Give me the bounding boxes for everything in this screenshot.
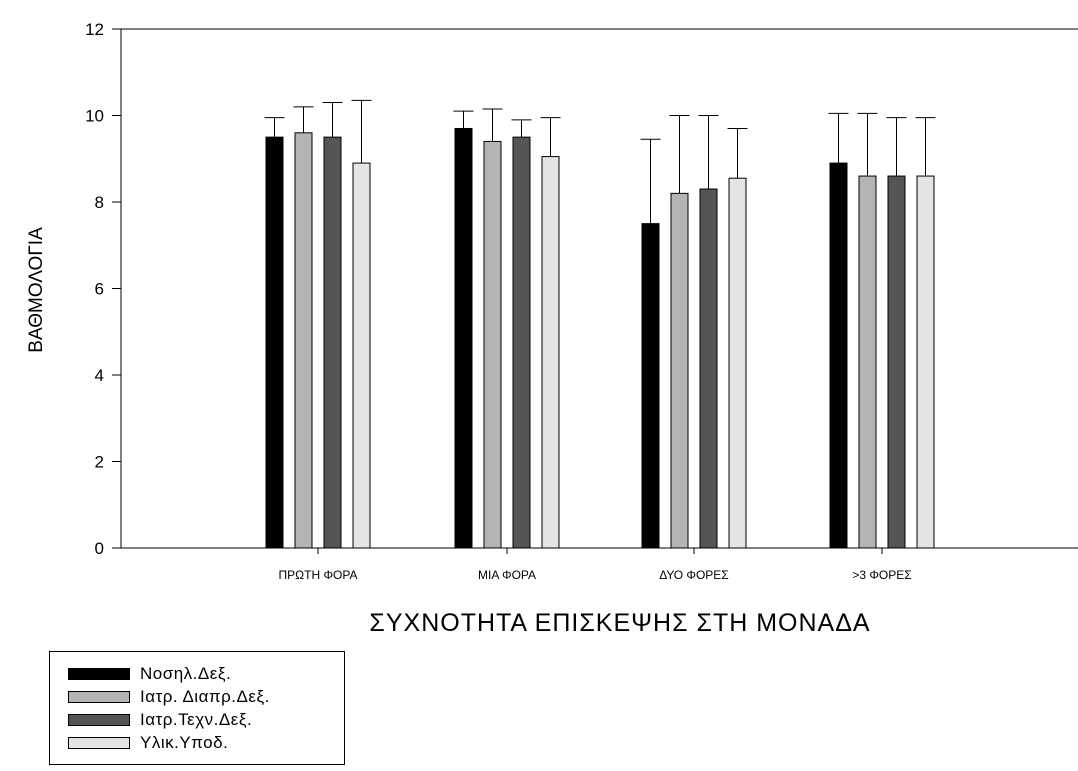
x-axis-label: ΣΥΧΝΟΤΗΤΑ ΕΠΙΣΚΕΨΗΣ ΣΤΗ ΜΟΝΑΔΑ <box>369 609 870 637</box>
x-tick-label: ΜΙΑ ΦΟΡΑ <box>478 568 536 582</box>
bar <box>512 136 531 549</box>
y-tick-label: 8 <box>95 193 104 212</box>
bar <box>887 175 906 549</box>
legend-swatch <box>68 714 130 726</box>
y-tick-label: 4 <box>95 366 104 385</box>
y-tick-label: 6 <box>95 280 104 299</box>
legend-swatch <box>68 691 130 703</box>
x-tick-label: ΔΥΟ ΦΟΡΕΣ <box>659 568 728 582</box>
bar <box>483 140 502 549</box>
legend-label: Ιατρ. Διαπρ.Δεξ. <box>140 687 270 706</box>
bar <box>641 223 660 549</box>
bar <box>699 188 718 549</box>
y-tick-label: 10 <box>85 107 104 126</box>
legend-label: Νοσηλ.Δεξ. <box>140 664 232 683</box>
legend-item: Νοσηλ.Δεξ. <box>68 664 231 684</box>
y-tick-label: 2 <box>95 453 104 472</box>
bar <box>670 192 689 549</box>
legend: Νοσηλ.Δεξ. Ιατρ. Διαπρ.Δεξ. Ιατρ.Τεχν.Δε… <box>49 651 345 765</box>
y-axis-label: ΒΑΘΜΟΛΟΓΙΑ <box>26 227 47 353</box>
legend-label: Υλικ.Υποδ. <box>140 733 229 752</box>
legend-label: Ιατρ.Τεχν.Δεξ. <box>140 710 253 729</box>
bar <box>728 177 747 549</box>
x-tick-label: >3 ΦΟΡΕΣ <box>852 568 911 582</box>
bar <box>916 175 935 549</box>
bar <box>323 136 342 549</box>
y-tick-label: 0 <box>95 539 104 558</box>
plot-area: 0 2 4 6 8 10 12 ΠΡΩΤΗ ΦΟΡΑ ΜΙΑ ΦΟΡΑ ΔΥΟ ΦΟΡΕΣ >3 Φ… <box>85 20 1078 582</box>
bar <box>294 132 313 549</box>
legend-item: Ιατρ. Διαπρ.Δεξ. <box>68 687 270 707</box>
legend-swatch <box>68 737 130 749</box>
legend-item: Ιατρ.Τεχν.Δεξ. <box>68 710 252 730</box>
bar <box>858 175 877 549</box>
legend-item: Υλικ.Υποδ. <box>68 733 228 753</box>
bar <box>829 162 848 549</box>
y-tick-label: 12 <box>85 20 104 39</box>
bar <box>265 136 284 549</box>
legend-swatch <box>68 668 130 680</box>
bar <box>454 127 473 549</box>
bar <box>541 156 560 549</box>
x-tick-label: ΠΡΩΤΗ ΦΟΡΑ <box>279 568 358 582</box>
bar <box>352 162 371 549</box>
